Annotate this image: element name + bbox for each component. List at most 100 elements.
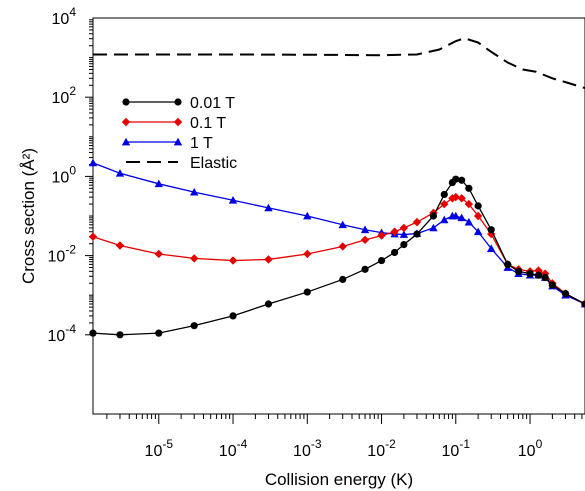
- x-tick-label: 100: [518, 437, 543, 460]
- data-point: [474, 202, 482, 210]
- series-1-t: [88, 158, 585, 308]
- x-tick-label: 10-5: [145, 437, 174, 460]
- data-point: [228, 196, 238, 204]
- x-tick-label: 10-4: [219, 437, 248, 460]
- data-point: [548, 281, 556, 289]
- data-point: [116, 331, 124, 339]
- data-point: [514, 267, 523, 275]
- y-tick-label: 10-2: [48, 243, 77, 266]
- data-point: [391, 248, 399, 257]
- data-point: [190, 322, 198, 330]
- data-point: [155, 329, 163, 337]
- data-point: [412, 217, 422, 227]
- data-point: [338, 220, 347, 229]
- series-0-01-t: [89, 175, 585, 339]
- data-point: [440, 190, 448, 199]
- legend-label: 1 T: [190, 135, 213, 152]
- x-tick-label: 10-3: [293, 437, 322, 460]
- legend-item: 1 T: [121, 135, 213, 152]
- x-tick-label: 10-1: [442, 437, 471, 460]
- data-point: [303, 211, 312, 220]
- data-point: [440, 215, 449, 224]
- data-point: [88, 158, 98, 167]
- data-point: [457, 194, 466, 203]
- data-point: [561, 289, 570, 298]
- data-point: [154, 249, 163, 259]
- plot-frame: [92, 17, 585, 415]
- x-axis: 10-5 10-4 10-3 10-2 10-1 100: [106, 414, 583, 460]
- y-axis: 10-4 10-2 100 102 104: [48, 5, 93, 345]
- data-point: [154, 179, 163, 188]
- series-0-1-t: [88, 192, 585, 309]
- series-line: [93, 37, 585, 90]
- x-axis-title: Collision energy (K): [265, 470, 413, 489]
- data-point: [115, 169, 125, 177]
- data-point: [339, 275, 347, 284]
- y-tick-label: 10-4: [48, 322, 77, 345]
- data-point: [451, 211, 460, 220]
- data-point: [534, 271, 543, 279]
- legend-marker: [173, 137, 183, 146]
- data-point: [399, 223, 409, 233]
- data-point: [473, 211, 483, 221]
- legend-marker: [122, 98, 130, 106]
- series-line: [92, 178, 585, 336]
- data-point: [89, 329, 97, 337]
- data-point: [413, 230, 421, 238]
- data-point: [504, 260, 512, 268]
- legend-marker: [121, 117, 131, 127]
- data-point: [390, 227, 399, 236]
- legend-item: Elastic: [126, 155, 237, 172]
- data-point: [377, 256, 386, 265]
- data-point: [338, 242, 347, 251]
- y-tick-label: 102: [52, 84, 77, 107]
- data-point: [487, 226, 495, 234]
- legend-item: 0.1 T: [121, 115, 226, 132]
- data-point: [429, 223, 438, 232]
- data-point: [303, 249, 312, 259]
- x-tick-label: 10-2: [367, 437, 396, 460]
- data-point: [303, 288, 311, 296]
- data-point: [190, 254, 199, 263]
- data-point: [264, 203, 273, 212]
- data-point: [452, 175, 460, 183]
- series-line: [92, 196, 585, 305]
- data-point: [465, 184, 473, 192]
- data-point: [464, 217, 474, 226]
- legend-label: 0.1 T: [190, 115, 226, 132]
- y-tick-label: 104: [52, 5, 77, 28]
- legend-marker: [121, 137, 131, 146]
- legend-item: 0.01 T: [122, 95, 235, 112]
- data-point: [429, 212, 438, 220]
- data-point: [264, 255, 273, 264]
- data-point: [264, 300, 273, 308]
- data-point: [457, 213, 466, 222]
- data-point: [451, 192, 460, 202]
- data-point: [464, 199, 474, 209]
- data-point: [400, 240, 408, 249]
- legend-marker: [174, 98, 182, 106]
- legend-marker: [173, 117, 183, 127]
- legend-label: Elastic: [190, 155, 237, 172]
- data-point: [190, 187, 199, 196]
- data-point: [458, 176, 466, 184]
- data-point: [228, 256, 238, 265]
- data-point: [487, 229, 496, 239]
- data-point: [541, 273, 549, 282]
- series-line: [92, 162, 585, 305]
- data-point: [361, 265, 369, 273]
- legend-label: 0.01 T: [190, 95, 235, 112]
- data-point: [473, 227, 483, 236]
- data-point: [115, 241, 125, 250]
- data-point: [581, 300, 585, 308]
- data-point: [399, 230, 409, 238]
- series-elastic: [93, 37, 585, 90]
- legend: 0.01 T 0.1 T 1 T Elastic: [121, 95, 237, 172]
- data-point: [360, 235, 370, 245]
- data-point: [229, 312, 237, 320]
- data-point: [377, 231, 386, 240]
- data-point: [88, 232, 98, 241]
- data-point: [440, 199, 449, 209]
